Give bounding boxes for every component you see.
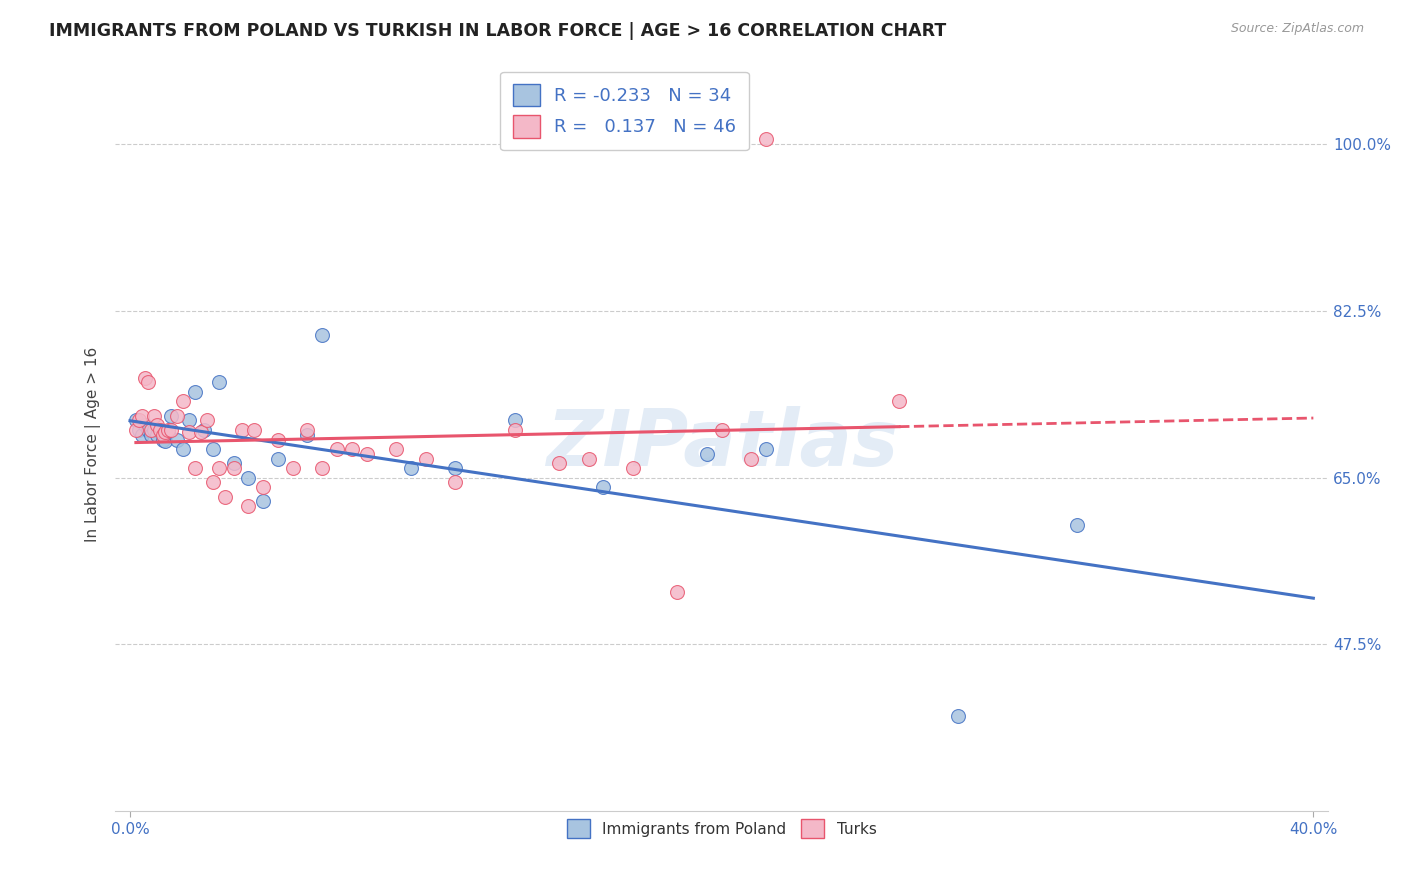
Point [340, 442, 363, 456]
Point [666, 585, 689, 599]
Point [238, 500, 260, 514]
Point [134, 370, 156, 384]
Point [142, 409, 165, 423]
Point [179, 425, 201, 439]
Point [548, 456, 571, 470]
Point [145, 418, 167, 433]
Point [201, 475, 224, 490]
Point [243, 423, 266, 437]
Text: Source: ZipAtlas.com: Source: ZipAtlas.com [1230, 22, 1364, 36]
Point [503, 413, 526, 427]
Point [444, 475, 467, 490]
Point [145, 427, 167, 442]
Point [208, 461, 231, 475]
Point [166, 409, 188, 423]
Point [311, 327, 333, 342]
Point [755, 442, 778, 456]
Point [755, 132, 778, 146]
Point [179, 413, 201, 427]
Point [621, 461, 644, 475]
Point [139, 427, 162, 442]
Point [172, 442, 194, 456]
Point [128, 423, 150, 437]
Point [190, 425, 212, 439]
Point [231, 423, 253, 437]
Point [281, 461, 304, 475]
Point [193, 423, 215, 437]
Point [297, 427, 319, 442]
Point [125, 413, 148, 427]
Point [696, 447, 718, 461]
Point [252, 480, 274, 494]
Point [157, 423, 180, 437]
Point [160, 409, 183, 423]
Point [399, 461, 422, 475]
Point [503, 423, 526, 437]
Point [214, 490, 236, 504]
Point [152, 427, 174, 442]
Point [356, 447, 378, 461]
Point [208, 376, 231, 390]
Point [131, 409, 153, 423]
Point [740, 451, 762, 466]
Point [128, 413, 150, 427]
Point [160, 423, 183, 437]
Point [142, 423, 165, 437]
Point [1066, 518, 1088, 533]
Point [155, 434, 177, 449]
Point [444, 461, 467, 475]
Point [326, 442, 349, 456]
Point [136, 376, 159, 390]
Point [139, 423, 162, 437]
Point [155, 425, 177, 439]
Point [222, 456, 245, 470]
Point [148, 423, 170, 437]
Point [592, 480, 614, 494]
Text: IMMIGRANTS FROM POLAND VS TURKISH IN LABOR FORCE | AGE > 16 CORRELATION CHART: IMMIGRANTS FROM POLAND VS TURKISH IN LAB… [49, 22, 946, 40]
Point [166, 433, 188, 447]
Point [415, 451, 437, 466]
Text: ZIPatlas: ZIPatlas [546, 407, 898, 483]
Point [201, 442, 224, 456]
Point [125, 423, 148, 437]
Point [134, 418, 156, 433]
Point [948, 709, 970, 723]
Point [136, 423, 159, 437]
Point [889, 394, 911, 409]
Legend: Immigrants from Poland, Turks: Immigrants from Poland, Turks [561, 813, 883, 844]
Point [252, 494, 274, 508]
Point [578, 451, 600, 466]
Point [184, 384, 207, 399]
Point [311, 461, 333, 475]
Point [131, 427, 153, 442]
Point [152, 433, 174, 447]
Point [710, 423, 733, 437]
Point [184, 461, 207, 475]
Point [148, 423, 170, 437]
Point [195, 413, 218, 427]
Point [267, 433, 290, 447]
Point [222, 461, 245, 475]
Point [267, 451, 290, 466]
Point [238, 470, 260, 484]
Point [172, 394, 194, 409]
Y-axis label: In Labor Force | Age > 16: In Labor Force | Age > 16 [86, 347, 101, 542]
Point [157, 425, 180, 439]
Point [385, 442, 408, 456]
Point [297, 423, 319, 437]
